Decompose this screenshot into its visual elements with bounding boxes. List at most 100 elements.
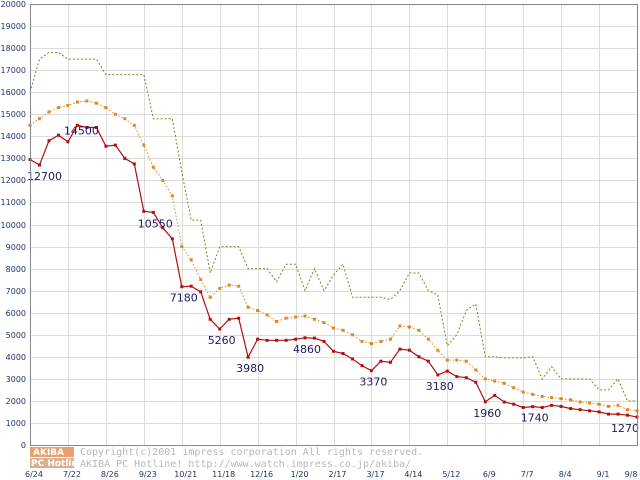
- data-point: [540, 395, 544, 398]
- data-point: [237, 316, 241, 320]
- data-point: [47, 110, 51, 114]
- x-tick-label: 8/26: [101, 470, 119, 479]
- data-label: 5260: [208, 334, 236, 347]
- data-point: [180, 285, 184, 289]
- data-point: [626, 413, 629, 417]
- y-tick-label: 8000: [6, 265, 26, 274]
- data-point: [521, 390, 525, 394]
- data-point: [483, 377, 487, 381]
- y-tick-label: 14000: [1, 132, 26, 141]
- data-point: [588, 409, 592, 413]
- x-tick-label: 9/1: [597, 470, 610, 479]
- data-point: [426, 337, 430, 341]
- data-point: [550, 396, 554, 400]
- data-point: [256, 309, 260, 312]
- copyright-line: Copyright(c)2001 impress corporation All…: [80, 447, 423, 458]
- data-point: [493, 393, 497, 397]
- data-point: [142, 143, 146, 147]
- y-tick-label: 3000: [6, 375, 26, 384]
- data-point: [151, 165, 155, 169]
- y-tick-label: 17000: [1, 66, 26, 75]
- data-point: [227, 283, 231, 287]
- data-point: [341, 352, 345, 355]
- x-tick-label: 4/14: [404, 470, 422, 479]
- y-tick-label: 9000: [6, 243, 26, 252]
- data-point: [284, 338, 288, 342]
- data-point: [189, 284, 193, 288]
- data-point: [123, 156, 127, 160]
- data-point: [445, 369, 449, 373]
- data-point: [104, 106, 108, 110]
- data-point: [550, 403, 554, 407]
- data-point: [398, 347, 402, 351]
- data-point: [388, 360, 392, 364]
- y-tick-label: 2000: [6, 397, 26, 406]
- series-average-price-line: [28, 99, 639, 413]
- data-labels: 12700 14500 10550 7180 5260 3980 4860 3370 3180 1…: [27, 124, 639, 435]
- y-tick-label: 19000: [1, 22, 26, 31]
- y-tick-label: 16000: [1, 88, 26, 97]
- data-point: [445, 358, 449, 362]
- y-tick-label: 12000: [1, 176, 26, 185]
- data-point: [313, 336, 316, 340]
- data-point: [464, 376, 468, 380]
- data-point: [626, 408, 629, 412]
- data-point: [388, 337, 392, 341]
- data-point: [322, 321, 326, 325]
- y-tick-label: 11000: [1, 198, 26, 207]
- y-axis-tick-labels: 0 1000 2000 3000 4000 5000 6000 7000 8000 9000 100…: [1, 0, 26, 450]
- x-tick-label: 11/18: [212, 470, 235, 479]
- data-point: [493, 379, 497, 383]
- data-point: [597, 402, 601, 406]
- data-point: [502, 381, 506, 385]
- data-point: [256, 337, 260, 341]
- data-point: [360, 364, 364, 368]
- x-tick-label: 6/9: [483, 470, 496, 479]
- data-point: [483, 400, 487, 404]
- data-point: [369, 342, 373, 346]
- data-point: [512, 402, 516, 406]
- data-point: [132, 162, 136, 166]
- data-point: [303, 314, 307, 318]
- data-label: 12700: [27, 170, 62, 183]
- data-point: [578, 400, 582, 404]
- data-point: [265, 313, 269, 317]
- data-point: [426, 359, 430, 363]
- y-tick-label: 7000: [6, 287, 26, 296]
- series-path: [29, 100, 638, 412]
- data-point: [417, 355, 421, 359]
- data-point: [294, 337, 298, 341]
- hotline-url-line: AKIBA PC Hotline! http://www.watch.impre…: [80, 459, 411, 470]
- data-point: [559, 404, 563, 408]
- y-tick-label: 1000: [6, 419, 26, 428]
- data-point: [540, 406, 544, 409]
- data-point: [379, 359, 383, 363]
- data-point: [313, 317, 316, 321]
- data-point: [189, 258, 193, 262]
- series-path: [29, 52, 637, 402]
- data-point: [123, 117, 127, 121]
- data-point: [407, 348, 411, 352]
- data-point: [246, 355, 250, 359]
- x-tick-label: 9/23: [139, 470, 157, 479]
- data-label: 3370: [359, 376, 387, 389]
- x-tick-label: 3/17: [366, 470, 384, 479]
- data-point: [170, 194, 174, 198]
- data-point: [455, 375, 459, 379]
- data-point: [474, 380, 478, 384]
- data-point: [502, 400, 506, 404]
- data-point: [47, 139, 51, 143]
- data-point: [218, 327, 222, 331]
- data-point: [85, 99, 89, 103]
- data-point: [218, 286, 222, 290]
- data-label: 3980: [236, 362, 264, 375]
- data-point: [474, 368, 478, 372]
- data-point: [113, 143, 117, 147]
- data-point: [151, 210, 155, 214]
- data-point: [180, 245, 184, 249]
- data-point: [332, 349, 335, 353]
- data-point: [208, 295, 212, 299]
- logo-text-bottom: PC Hotline!: [31, 459, 88, 469]
- x-tick-label: 8/4: [559, 470, 572, 479]
